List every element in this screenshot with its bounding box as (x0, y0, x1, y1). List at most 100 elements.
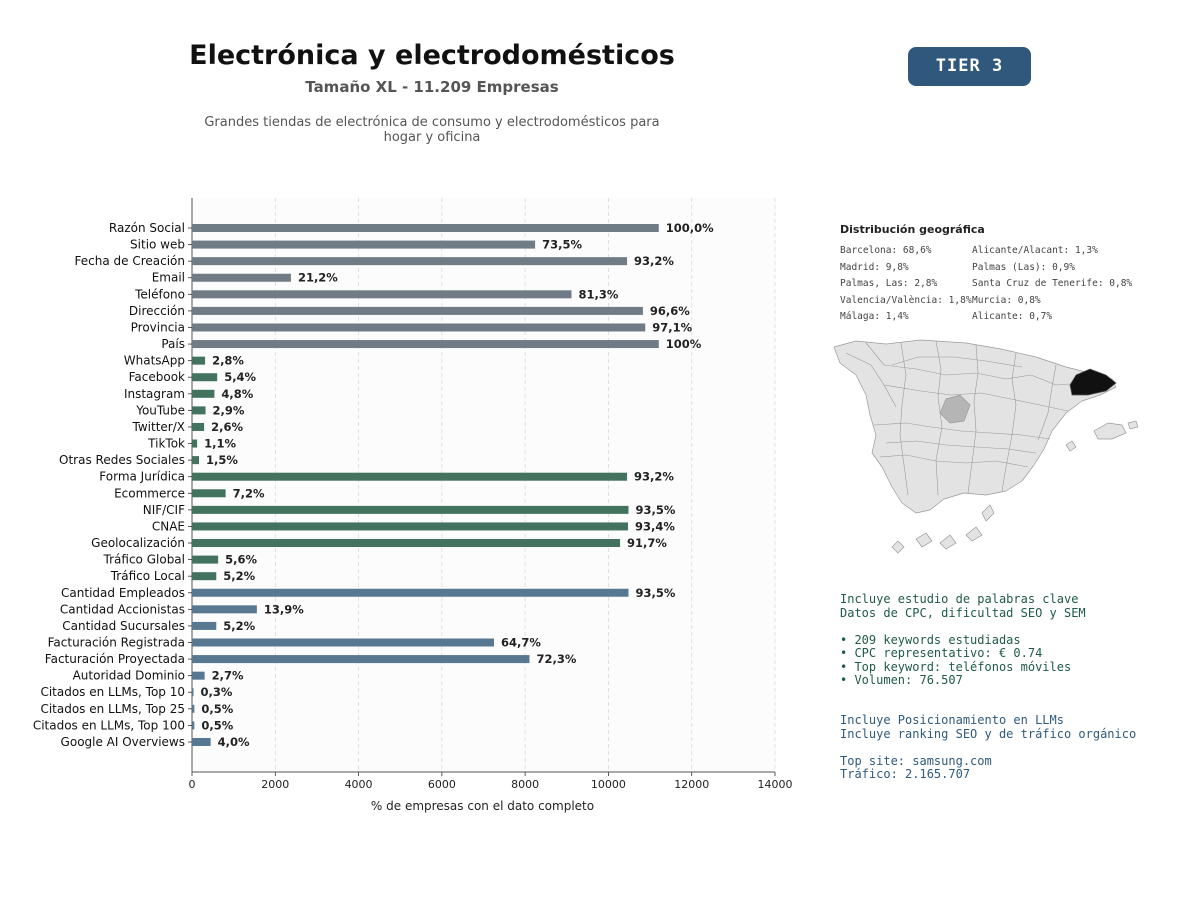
category-label: Ecommerce (114, 486, 185, 500)
bar-chart: 0 2000 4000 6000 8000 10000 12000 14000 % de emp… (33, 198, 793, 813)
bar (192, 737, 211, 746)
x-tick-label: 6000 (428, 778, 456, 791)
category-label: Tráfico Local (110, 569, 185, 583)
category-label: Sitio web (130, 238, 185, 252)
llm-block: Incluye Posicionamiento en LLMs Incluye … (840, 713, 1136, 782)
data-label: 72,3% (536, 652, 576, 666)
category-label: Provincia (131, 320, 185, 334)
data-label: 2,6% (211, 420, 243, 434)
keywords-bullet: • 209 keywords estudiadas (840, 632, 1021, 647)
bar (192, 240, 536, 249)
category-label: Facturación Registrada (48, 636, 185, 650)
keywords-bullet: • CPC representativo: € 0.74 (840, 646, 1043, 660)
geo-list: Barcelona: 68,6% Madrid: 9,8% Palmas, La… (840, 245, 1140, 327)
plot-area (192, 198, 775, 772)
category-label: Facebook (129, 370, 185, 384)
map-regions (833, 339, 1117, 514)
bar (192, 406, 206, 415)
data-label: 5,4% (224, 370, 256, 384)
bar (192, 688, 194, 697)
data-label: 96,6% (650, 304, 690, 318)
data-label: 100,0% (666, 221, 714, 235)
balearic-islands (1065, 420, 1139, 452)
keywords-bullet: • Top keyword: teléfonos móviles (840, 659, 1072, 674)
x-axis-label: % de empresas con el dato completo (371, 799, 594, 813)
data-label: 1,1% (204, 437, 236, 451)
category-label: CNAE (152, 519, 185, 533)
data-label: 73,5% (542, 238, 582, 252)
data-label: 91,7% (627, 536, 667, 550)
data-label: 0,3% (201, 685, 233, 699)
geo-item: Málaga: 1,4% (840, 311, 909, 322)
geo-item: Murcia: 0,8% (972, 294, 1041, 306)
category-label: Cantidad Sucursales (62, 619, 185, 633)
geo-item: Alicante: 0,7% (972, 311, 1053, 322)
data-label: 2,8% (212, 354, 244, 368)
description-line-2: hogar y oficina (383, 130, 481, 145)
category-label: Twitter/X (132, 420, 185, 434)
category-label: Otras Redes Sociales (59, 453, 185, 467)
data-label: 1,5% (206, 453, 238, 467)
data-label: 97,1% (652, 320, 692, 334)
bar (192, 605, 257, 614)
data-label: 7,2% (233, 486, 265, 500)
page-description: Grandes tiendas de electrónica de consum… (192, 115, 672, 145)
category-label: Instagram (124, 387, 185, 401)
data-label: 93,2% (634, 470, 674, 484)
bar (192, 306, 643, 315)
x-tick-label: 8000 (511, 778, 539, 791)
geo-item: Alicante/Alacant: 1,3% (972, 245, 1098, 256)
category-label: NIF/CIF (143, 503, 185, 517)
bar (192, 456, 199, 465)
spain-map (833, 339, 1139, 554)
category-label: Dirección (129, 304, 185, 318)
category-label: YouTube (135, 403, 185, 417)
data-label: 93,5% (636, 586, 676, 600)
top-site: Top site: samsung.com (840, 753, 992, 768)
geo-item: Santa Cruz de Tenerife: 0,8% (972, 278, 1133, 289)
geo-item: Madrid: 9,8% (840, 261, 909, 273)
data-label: 21,2% (298, 271, 338, 285)
data-label: 5,2% (223, 569, 255, 583)
data-label: 93,5% (636, 503, 676, 517)
geo-item: Valencia/València: 1,8% (840, 294, 972, 306)
bar (192, 522, 628, 531)
category-label: Cantidad Accionistas (60, 602, 185, 616)
data-label: 4,0% (218, 735, 250, 749)
category-label: Fecha de Creación (75, 254, 185, 268)
data-label: 0,5% (201, 718, 233, 732)
category-label: TikTok (147, 437, 185, 451)
category-label: Cantidad Empleados (61, 586, 185, 600)
data-label: 13,9% (264, 602, 304, 616)
bar (192, 588, 629, 597)
bar (192, 555, 219, 564)
category-label: Razón Social (109, 221, 185, 235)
region-barcelona (1069, 368, 1117, 396)
data-label: 0,5% (201, 702, 233, 716)
category-label: Geolocalización (91, 536, 185, 550)
bar (192, 373, 218, 382)
bar (192, 422, 205, 431)
data-label: 81,3% (578, 287, 618, 301)
region-madrid (939, 394, 971, 424)
canary-islands (891, 504, 995, 554)
category-label: Teléfono (134, 287, 185, 301)
category-label: Citados en LLMs, Top 100 (33, 718, 185, 732)
bar (192, 505, 629, 514)
bar (192, 472, 628, 481)
data-label: 5,2% (223, 619, 255, 633)
bar (192, 621, 217, 630)
category-label: Autoridad Dominio (73, 669, 185, 683)
mainland-spain (833, 339, 1117, 514)
region-borders (845, 340, 1085, 496)
category-label: Citados en LLMs, Top 10 (40, 685, 185, 699)
data-label: 2,9% (213, 403, 245, 417)
x-tick-label: 12000 (674, 778, 709, 791)
tier-badge: TIER 3 (908, 47, 1031, 86)
description-line-1: Grandes tiendas de electrónica de consum… (204, 115, 660, 130)
data-label: 2,7% (212, 669, 244, 683)
data-label: 64,7% (501, 636, 541, 650)
page-subtitle: Tamaño XL - 11.209 Empresas (305, 78, 559, 96)
page-title: Electrónica y electrodomésticos (189, 40, 675, 71)
data-label: 4,8% (221, 387, 253, 401)
